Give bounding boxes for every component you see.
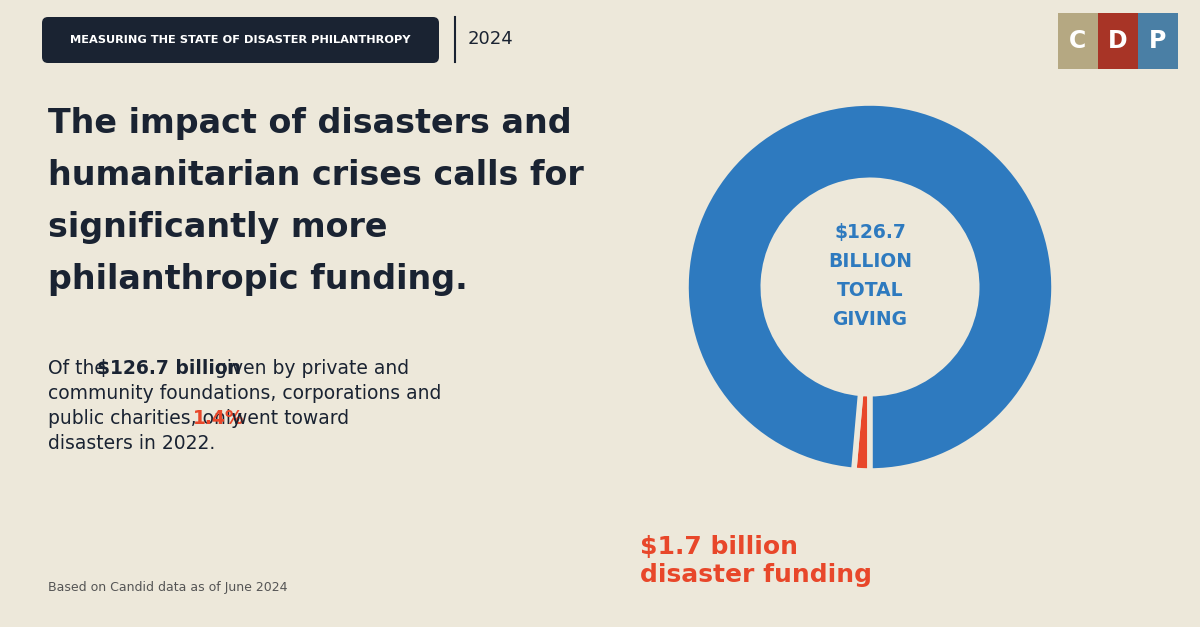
FancyBboxPatch shape	[42, 17, 439, 63]
Wedge shape	[686, 103, 1054, 471]
Text: community foundations, corporations and: community foundations, corporations and	[48, 384, 442, 403]
Text: significantly more: significantly more	[48, 211, 388, 244]
Bar	[1098, 13, 1138, 69]
Text: disasters in 2022.: disasters in 2022.	[48, 434, 215, 453]
Text: D: D	[1108, 29, 1128, 53]
Text: philanthropic funding.: philanthropic funding.	[48, 263, 468, 296]
Text: C: C	[1069, 29, 1087, 53]
Text: 2024: 2024	[468, 30, 514, 48]
Text: public charities, only: public charities, only	[48, 409, 248, 428]
Bar	[1138, 13, 1178, 69]
Text: The impact of disasters and: The impact of disasters and	[48, 107, 571, 140]
Text: went toward: went toward	[226, 409, 349, 428]
Text: $1.7 billion: $1.7 billion	[640, 535, 798, 559]
Text: Of the: Of the	[48, 359, 112, 378]
Text: $126.7
BILLION
TOTAL
GIVING: $126.7 BILLION TOTAL GIVING	[828, 223, 912, 329]
Text: MEASURING THE STATE OF DISASTER PHILANTHROPY: MEASURING THE STATE OF DISASTER PHILANTH…	[71, 35, 410, 45]
Text: humanitarian crises calls for: humanitarian crises calls for	[48, 159, 583, 192]
Text: Based on Candid data as of June 2024: Based on Candid data as of June 2024	[48, 581, 288, 594]
Text: $126.7 billion: $126.7 billion	[97, 359, 241, 378]
Text: given by private and: given by private and	[209, 359, 409, 378]
Bar	[1058, 13, 1098, 69]
Text: 1.4%: 1.4%	[193, 409, 245, 428]
Text: P: P	[1150, 29, 1166, 53]
Wedge shape	[854, 393, 870, 471]
Text: disaster funding: disaster funding	[640, 563, 872, 587]
